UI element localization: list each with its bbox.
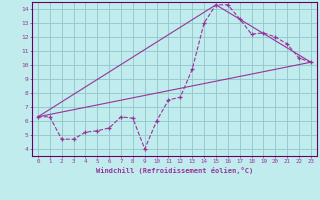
X-axis label: Windchill (Refroidissement éolien,°C): Windchill (Refroidissement éolien,°C)	[96, 167, 253, 174]
